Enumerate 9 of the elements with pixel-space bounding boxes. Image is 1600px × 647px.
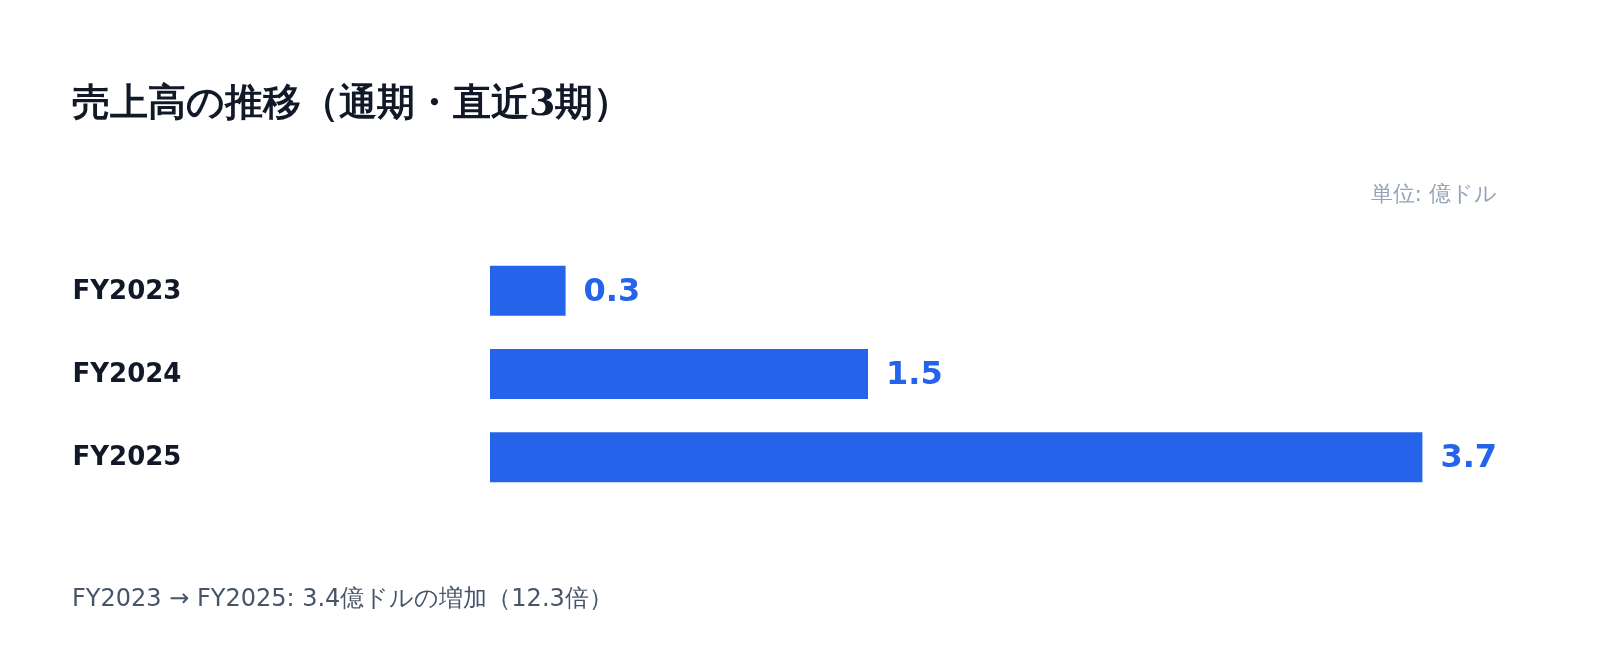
- y-tick-label: FY2024: [72, 358, 182, 388]
- text: FY2023 → FY2025: 3.4億ドルの増加（12.3倍）: [72, 584, 613, 612]
- chart-title: 売上高の推移（通期・直近3期）: [72, 79, 632, 124]
- y-tick-label: FY2023: [72, 274, 182, 305]
- data-label: 0.3: [583, 270, 641, 309]
- y-tick-label: FY2025: [72, 441, 182, 472]
- text: 単位: 億ドル: [1370, 181, 1497, 206]
- data-label: 1.5: [886, 354, 943, 392]
- data-label: 3.7: [1440, 437, 1498, 476]
